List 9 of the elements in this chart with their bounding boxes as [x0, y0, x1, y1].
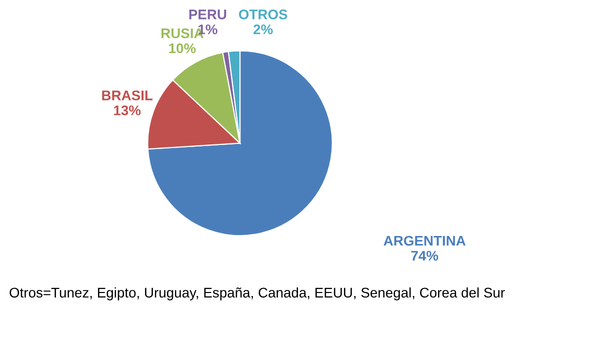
data-label: 10% — [169, 43, 196, 54]
data-label: 74% — [411, 250, 438, 261]
text: Otros=Tunez, Egipto, Uruguay, España, Canada, EEUU, Senegal, Corea del Sur — [10, 287, 505, 300]
slice-label: OTROS — [238, 10, 288, 20]
data-label: 13% — [114, 105, 141, 116]
slice-label: BRASIL — [102, 90, 153, 100]
slice-label: PERU — [189, 10, 226, 20]
slice-label: ARGENTINA — [384, 236, 466, 246]
data-label: 2% — [254, 24, 273, 34]
